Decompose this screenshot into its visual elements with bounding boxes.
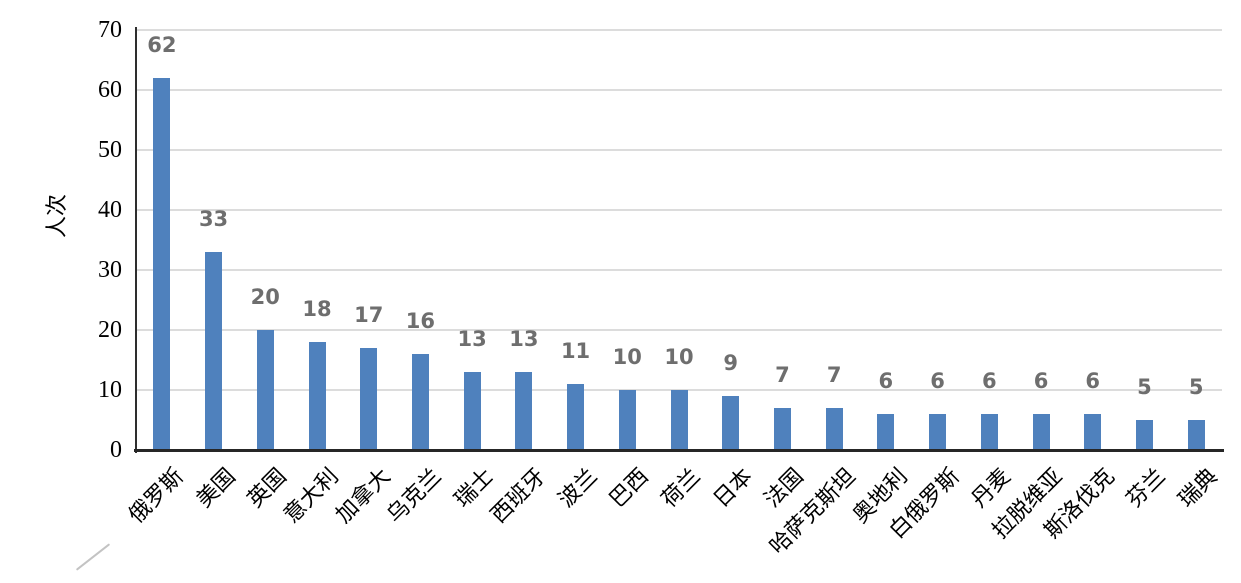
bar-value-label: 6 xyxy=(1085,369,1101,393)
x-category-label: 西班牙 xyxy=(485,463,550,528)
bar-value-label: 10 xyxy=(664,345,694,369)
y-tick-label: 0 xyxy=(110,437,122,463)
bar-value-label: 62 xyxy=(147,33,177,57)
bar-value-label: 6 xyxy=(981,369,997,393)
y-tick-label: 40 xyxy=(98,197,122,223)
bar xyxy=(308,342,326,449)
bar-value-label: 6 xyxy=(930,369,945,393)
bar xyxy=(360,348,378,449)
bar-value-label: 7 xyxy=(775,363,790,387)
bar-value-label: 7 xyxy=(826,363,842,387)
bar xyxy=(929,414,947,449)
x-category-label: 意大利 xyxy=(278,463,343,528)
bar xyxy=(722,396,740,449)
bar-value-label: 16 xyxy=(405,309,436,333)
y-tick-label: 50 xyxy=(98,137,122,163)
bar xyxy=(153,78,171,449)
bar-value-label: 10 xyxy=(612,345,642,369)
bar xyxy=(618,390,636,449)
bar-value-label: 13 xyxy=(509,327,539,351)
bar xyxy=(515,372,533,449)
gridline xyxy=(136,269,1222,271)
y-tick-label: 30 xyxy=(98,257,122,283)
x-category-label: 芬兰 xyxy=(1121,463,1171,513)
bar xyxy=(773,408,791,449)
bar-value-label: 6 xyxy=(1033,369,1049,393)
bar-value-label: 17 xyxy=(354,303,384,327)
x-category-label: 波兰 xyxy=(552,463,602,513)
bar xyxy=(1084,414,1102,449)
y-tick-label: 10 xyxy=(98,377,122,403)
x-axis-line xyxy=(134,449,1224,452)
bar-value-label: 5 xyxy=(1137,375,1152,399)
bar xyxy=(825,408,843,449)
gridline xyxy=(136,209,1222,211)
bar xyxy=(567,384,585,449)
bar xyxy=(1135,420,1153,449)
y-axis-title: 人次 xyxy=(44,193,70,239)
y-tick-label: 70 xyxy=(98,17,122,43)
y-axis-line xyxy=(135,27,137,453)
bar xyxy=(411,354,429,449)
x-category-label: 美国 xyxy=(190,463,240,513)
x-category-label: 瑞典 xyxy=(1173,463,1223,513)
y-tick-label: 60 xyxy=(98,77,122,103)
x-category-label: 加拿大 xyxy=(330,463,395,528)
gridline xyxy=(136,29,1222,31)
bar-value-label: 5 xyxy=(1188,375,1204,399)
bar-value-label: 33 xyxy=(198,207,229,231)
bar xyxy=(1187,420,1205,449)
x-category-label: 巴西 xyxy=(604,463,654,513)
gridline xyxy=(136,89,1222,91)
bar xyxy=(463,372,481,449)
bar xyxy=(256,330,274,449)
x-category-label: 乌克兰 xyxy=(382,463,447,528)
gridline xyxy=(136,329,1222,331)
bar-value-label: 11 xyxy=(560,339,591,363)
x-category-label: 日本 xyxy=(707,463,757,513)
gridline xyxy=(136,149,1222,151)
bar xyxy=(877,414,895,449)
bar xyxy=(205,252,223,449)
bar-value-label: 20 xyxy=(250,285,280,309)
bar-value-label: 6 xyxy=(878,369,894,393)
bar xyxy=(670,390,688,449)
x-category-label: 荷兰 xyxy=(656,463,705,513)
x-category-label: 俄罗斯 xyxy=(123,463,188,528)
bar xyxy=(1032,414,1050,449)
bar-value-label: 18 xyxy=(302,297,332,321)
bar-value-label: 13 xyxy=(457,327,487,351)
scan-artifact-line xyxy=(75,543,111,571)
y-tick-label: 20 xyxy=(98,317,122,343)
bar xyxy=(980,414,998,449)
bar-value-label: 9 xyxy=(723,351,739,375)
